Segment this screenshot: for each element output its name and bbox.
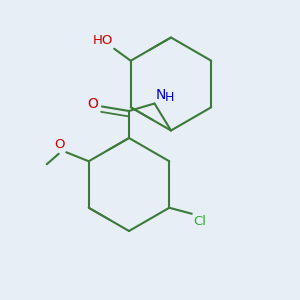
Text: Cl: Cl: [193, 215, 206, 228]
Text: H: H: [164, 92, 174, 104]
Text: N: N: [156, 88, 166, 102]
Text: O: O: [88, 97, 98, 111]
Text: HO: HO: [92, 34, 113, 47]
Text: O: O: [54, 138, 65, 151]
